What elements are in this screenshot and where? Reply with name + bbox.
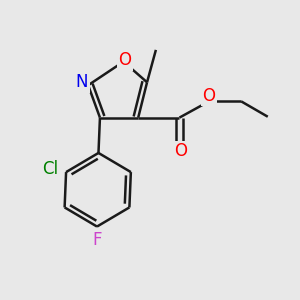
Text: O: O (118, 51, 131, 69)
Text: N: N (75, 73, 88, 91)
Text: O: O (202, 86, 215, 104)
Text: Cl: Cl (42, 160, 58, 178)
Text: F: F (92, 231, 102, 249)
Text: O: O (174, 142, 188, 160)
